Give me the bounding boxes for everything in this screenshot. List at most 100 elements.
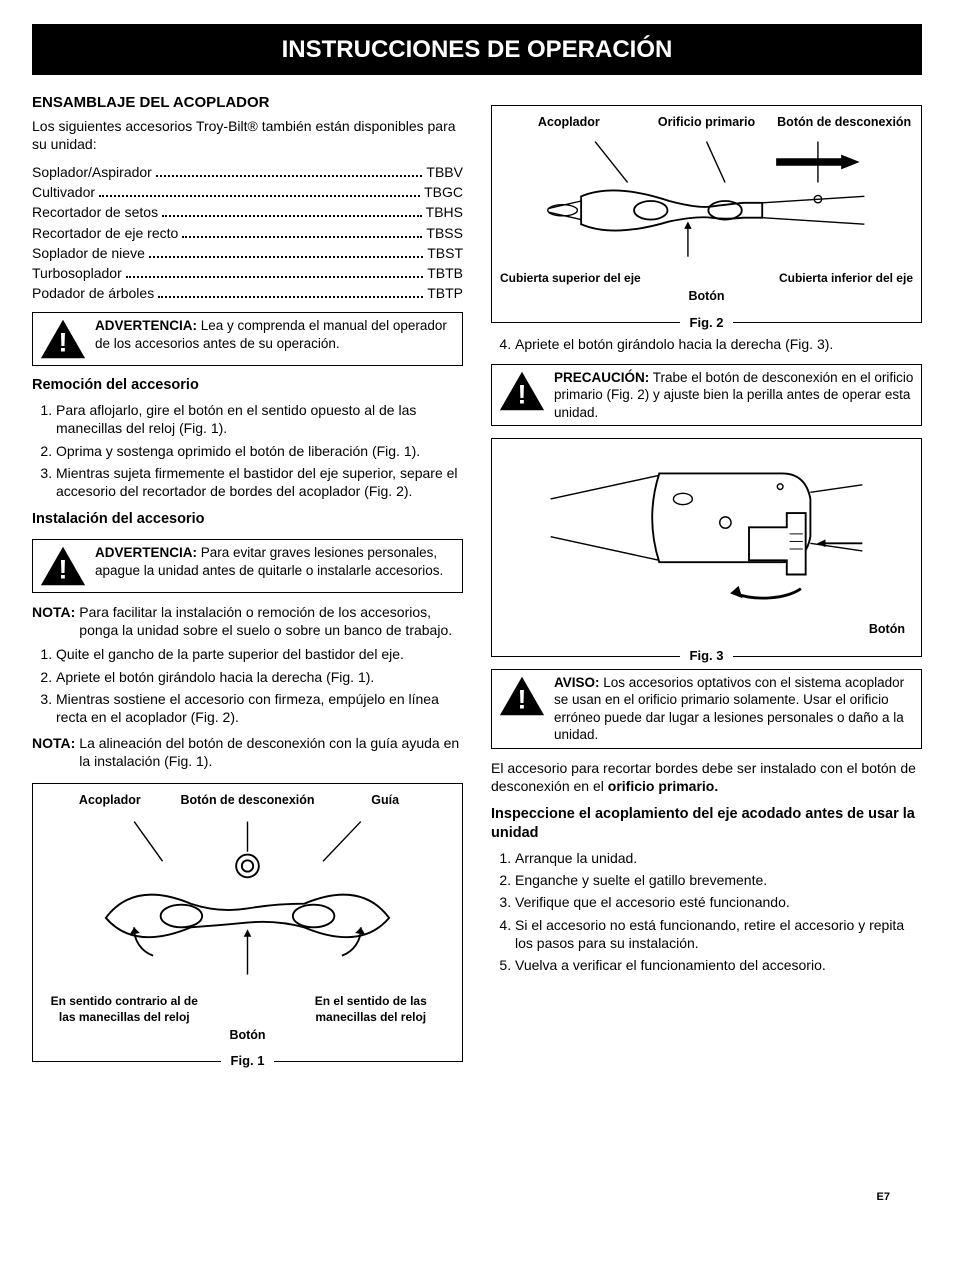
svg-text:!: !	[59, 328, 68, 358]
accessory-code: TBTP	[427, 284, 463, 302]
fig1-diagram	[41, 814, 454, 988]
inspeccion-title: Inspeccione el acoplamiento del eje acod…	[491, 805, 922, 843]
svg-text:!: !	[59, 554, 68, 584]
orificio-primario-para: El accesorio para recortar bordes debe s…	[491, 759, 922, 795]
figure-1: Acoplador Botón de desconexión Guía	[32, 783, 463, 1063]
fig1-bottom-labels: En sentido contrario al de las manecilla…	[41, 994, 454, 1025]
accessory-code: TBGC	[424, 183, 463, 201]
step-item: Vuelva a verificar el funcionamiento del…	[515, 956, 922, 974]
accessory-code: TBST	[427, 244, 463, 262]
fig3-label-boton: Botón	[500, 621, 913, 637]
accessory-name: Podador de árboles	[32, 284, 154, 302]
nota-1-text: Para facilitar la instalación o remoción…	[79, 603, 463, 639]
inspeccion-steps: Arranque la unidad. Enganche y suelte el …	[491, 849, 922, 974]
fig3-caption: Fig. 3	[680, 648, 734, 665]
fig2-top-labels: Acoplador Orificio primario Botón de des…	[500, 114, 913, 130]
fig2-label-boton-desc: Botón de desconexión	[775, 114, 913, 130]
leader-dots	[158, 296, 423, 298]
accessory-name: Turbosoplador	[32, 264, 122, 282]
accessory-row: Recortador de setos TBHS	[32, 203, 463, 221]
warning-icon: !	[498, 674, 546, 718]
remocion-title: Remoción del accesorio	[32, 376, 463, 395]
install-step-4-list: Apriete el botón girándolo hacia la dere…	[491, 335, 922, 353]
page-title: INSTRUCCIONES DE OPERACIÓN	[282, 36, 673, 63]
fig2-label-boton: Botón	[500, 288, 913, 304]
accessory-name: Soplador de nieve	[32, 244, 145, 262]
nota-1-lead: NOTA:	[32, 603, 75, 639]
two-column-layout: ENSAMBLAJE DEL ACOPLADOR Los siguientes …	[32, 93, 922, 1074]
left-column: ENSAMBLAJE DEL ACOPLADOR Los siguientes …	[32, 93, 463, 1074]
install-step-4: Apriete el botón girándolo hacia la dere…	[515, 335, 922, 353]
fig2-diagram	[500, 136, 913, 270]
fig1-label-boton: Botón	[41, 1027, 454, 1043]
figure-2: Acoplador Orificio primario Botón de des…	[491, 105, 922, 323]
nota-2-lead: NOTA:	[32, 734, 75, 770]
warning-1-text: ADVERTENCIA: Lea y comprenda el manual d…	[95, 317, 456, 352]
warning-box-1: ! ADVERTENCIA: Lea y comprenda el manual…	[32, 312, 463, 366]
accessory-name: Recortador de setos	[32, 203, 158, 221]
nota-2: NOTA: La alineación del botón de descone…	[32, 734, 463, 770]
accessory-code: TBHS	[426, 203, 463, 221]
accessory-code: TBSS	[426, 224, 463, 242]
accessory-row: Recortador de eje recto TBSS	[32, 224, 463, 242]
step-item: Apriete el botón girándolo hacia la dere…	[56, 668, 463, 686]
step-item: Quite el gancho de la parte superior del…	[56, 645, 463, 663]
accessory-code: TBTB	[427, 264, 463, 282]
accessory-name: Recortador de eje recto	[32, 224, 178, 242]
step-item: Mientras sujeta firmemente el bastidor d…	[56, 464, 463, 500]
accessory-code: TBBV	[426, 163, 463, 181]
leader-dots	[126, 276, 423, 278]
aviso-box: ! AVISO: Los accesorios optativos con el…	[491, 669, 922, 749]
fig1-label-guia: Guía	[316, 792, 454, 808]
accessory-row: Turbosoplador TBTB	[32, 264, 463, 282]
fig2-caption: Fig. 2	[680, 315, 734, 332]
nota-2-text: La alineación del botón de desconexión c…	[79, 734, 463, 770]
accessory-name: Soplador/Aspirador	[32, 163, 152, 181]
fig1-top-labels: Acoplador Botón de desconexión Guía	[41, 792, 454, 808]
step-item: Oprima y sostenga oprimido el botón de l…	[56, 442, 463, 460]
page-title-bar: INSTRUCCIONES DE OPERACIÓN	[32, 24, 922, 75]
precaucion-box: ! PRECAUCIÓN: Trabe el botón de desconex…	[491, 364, 922, 427]
accessory-row: Soplador de nieve TBST	[32, 244, 463, 262]
instalacion-steps: Quite el gancho de la parte superior del…	[32, 645, 463, 726]
warning-icon: !	[498, 369, 546, 413]
warning-2-lead: ADVERTENCIA:	[95, 545, 197, 560]
svg-text:!: !	[518, 684, 527, 714]
intro-text: Los siguientes accesorios Troy-Bilt® tam…	[32, 117, 463, 153]
step-item: Verifique que el accesorio esté funciona…	[515, 893, 922, 911]
warning-2-text: ADVERTENCIA: Para evitar graves lesiones…	[95, 544, 456, 579]
precaucion-lead: PRECAUCIÓN:	[554, 370, 649, 385]
step-item: Para aflojarlo, gire el botón en el sent…	[56, 401, 463, 437]
fig2-label-cubierta-inf: Cubierta inferior del eje	[779, 271, 913, 287]
aviso-text: AVISO: Los accesorios optativos con el s…	[554, 674, 915, 744]
orificio-text-b: orificio primario.	[608, 778, 718, 794]
svg-text:!: !	[518, 379, 527, 409]
warning-box-2: ! ADVERTENCIA: Para evitar graves lesion…	[32, 539, 463, 593]
fig2-label-cubierta-sup: Cubierta superior del eje	[500, 271, 641, 287]
right-column: Acoplador Orificio primario Botón de des…	[491, 93, 922, 1074]
page-number: E7	[877, 1190, 890, 1204]
fig1-label-acoplador: Acoplador	[41, 792, 179, 808]
fig2-label-acoplador: Acoplador	[500, 114, 638, 130]
leader-dots	[162, 215, 422, 217]
step-item: Arranque la unidad.	[515, 849, 922, 867]
accessory-row: Podador de árboles TBTP	[32, 284, 463, 302]
fig2-label-orificio: Orificio primario	[638, 114, 776, 130]
step-item: Mientras sostiene el accesorio con firme…	[56, 690, 463, 726]
fig1-label-ccw: En sentido contrario al de las manecilla…	[41, 994, 208, 1025]
nota-1: NOTA: Para facilitar la instalación o re…	[32, 603, 463, 639]
step-item: Si el accesorio no está funcionando, ret…	[515, 916, 922, 952]
step-item: Enganche y suelte el gatillo brevemente.	[515, 871, 922, 889]
warning-1-lead: ADVERTENCIA:	[95, 318, 197, 333]
warning-icon: !	[39, 317, 87, 361]
leader-dots	[99, 195, 420, 197]
leader-dots	[149, 256, 423, 258]
leader-dots	[156, 175, 423, 177]
warning-icon: !	[39, 544, 87, 588]
instalacion-title: Instalación del accesorio	[32, 510, 463, 529]
fig1-label-cw: En el sentido de las manecillas del relo…	[288, 994, 455, 1025]
fig1-caption: Fig. 1	[221, 1053, 275, 1070]
aviso-body: Los accesorios optativos con el sistema …	[554, 675, 904, 743]
figure-3: Botón Fig. 3	[491, 438, 922, 656]
accessory-row: CultivadorTBGC	[32, 183, 463, 201]
